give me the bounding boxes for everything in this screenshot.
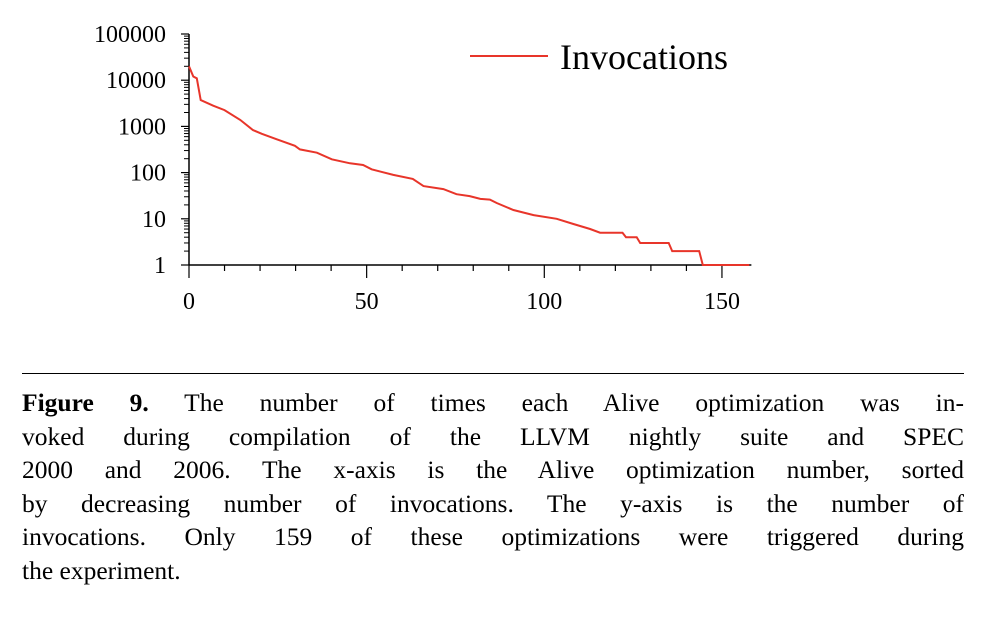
y-tick-label: 100 bbox=[130, 161, 166, 187]
y-tick-label: 10000 bbox=[106, 68, 166, 94]
y-tick-label: 10 bbox=[142, 207, 166, 233]
x-tick-label: 50 bbox=[355, 289, 379, 315]
x-tick-label: 150 bbox=[704, 289, 740, 315]
figure-label: Figure 9. bbox=[22, 388, 149, 417]
caption-line: the experiment. bbox=[22, 555, 181, 585]
ticks bbox=[181, 33, 723, 278]
figure-caption: Figure 9. The number of times each Alive… bbox=[22, 386, 964, 587]
y-tick-label: 100000 bbox=[94, 22, 166, 48]
y-tick-label: 1000 bbox=[118, 114, 166, 140]
caption-line: invocations. Only 159 of these optimizat… bbox=[22, 522, 964, 551]
caption-line: by decreasing number of invocations. The… bbox=[22, 488, 964, 518]
axes bbox=[188, 34, 752, 266]
x-tick-label: 100 bbox=[526, 289, 562, 315]
tick-labels: 1 10 100 1000 10000 100000 0 50 100 150 bbox=[94, 22, 740, 315]
series-line-invocations bbox=[188, 65, 750, 266]
y-tick-label: 1 bbox=[154, 253, 166, 279]
caption-rule bbox=[22, 373, 964, 374]
caption-line: Figure 9. The number of times each Alive… bbox=[22, 386, 964, 420]
legend: Invocations bbox=[470, 37, 728, 77]
invocations-chart: 1 10 100 1000 10000 100000 0 50 100 150 Invocatio… bbox=[94, 22, 752, 315]
x-tick-label: 0 bbox=[183, 289, 195, 315]
caption-line: 2000 and 2006. The x-axis is the Alive o… bbox=[22, 455, 964, 484]
caption-text: The number of times each Alive optimizat… bbox=[148, 388, 964, 417]
legend-label: Invocations bbox=[560, 37, 728, 77]
caption-line: voked during compilation of the LLVM nig… bbox=[22, 421, 964, 451]
